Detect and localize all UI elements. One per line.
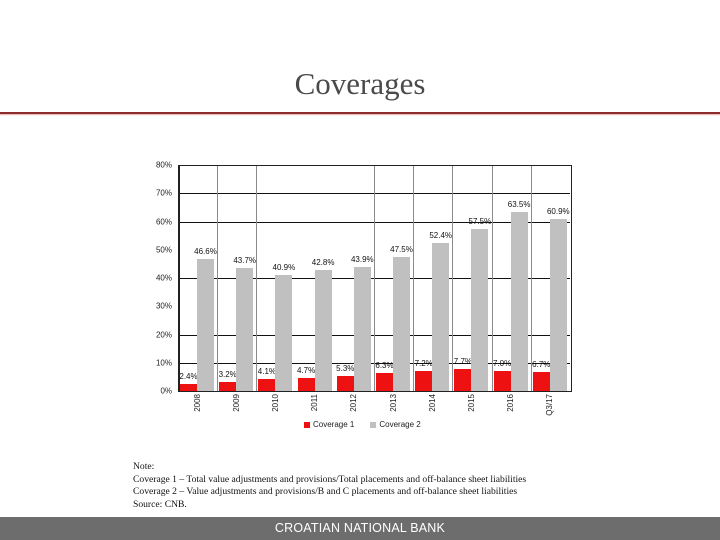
coverage-1-value-label: 7.0%: [492, 359, 512, 369]
vertical-gridline: [256, 165, 257, 391]
notes-block: Note: Coverage 1 – Total value adjustmen…: [133, 461, 526, 511]
legend-item: Coverage 2: [370, 420, 421, 429]
coverage-2-value-label: 52.4%: [429, 230, 453, 240]
vertical-gridline: [217, 165, 218, 391]
coverage-2-bar: [275, 275, 293, 391]
coverage-2-value-label: 40.9%: [272, 263, 296, 273]
coverage-2-value-label: 43.9%: [350, 254, 374, 264]
coverage-2-value-label: 63.5%: [507, 199, 531, 209]
x-tick-label: 2014: [427, 394, 437, 412]
vertical-gridline: [531, 165, 532, 391]
coverage-2-bar: [432, 242, 450, 391]
note-coverage-2: Coverage 2 – Value adjustments and provi…: [133, 486, 518, 497]
y-tick-label: 30%: [155, 301, 172, 311]
coverage-1-value-label: 6.3%: [375, 361, 394, 371]
x-tick-label: 2010: [271, 394, 280, 412]
coverage-2-bar: [510, 211, 528, 391]
source-note: Source: CNB.: [133, 498, 187, 510]
coverage-1-value-label: 7.7%: [453, 357, 472, 367]
title-divider: [0, 112, 720, 114]
coverage-2-bar: [353, 266, 371, 391]
legend-swatch-icon: [370, 421, 377, 428]
legend-label: Coverage 1: [313, 420, 355, 429]
coverage-1-value-label: 4.1%: [257, 367, 276, 377]
notes-heading: Note:: [133, 461, 155, 472]
x-tick-label: Q3/17: [545, 394, 555, 416]
vertical-gridline: [492, 165, 493, 391]
vertical-gridline: [452, 165, 453, 391]
y-tick-label: 10%: [155, 358, 172, 368]
coverage-2-value-label: 47.5%: [390, 244, 413, 254]
coverage-2-value-label: 46.6%: [194, 247, 217, 257]
coverage-1-bar: [336, 376, 354, 391]
legend-swatch-icon: [304, 421, 310, 428]
y-tick-label: 60%: [155, 217, 172, 226]
coverage-2-bar: [393, 256, 410, 391]
slide-title: Coverages: [294, 66, 426, 101]
coverage-1-value-label: 2.4%: [179, 372, 198, 382]
plot-area-border: [178, 165, 572, 392]
y-tick-label: 40%: [155, 273, 172, 283]
coverage-1-value-label: 7.2%: [414, 358, 433, 368]
coverage-2-bar: [197, 259, 214, 391]
coverage-1-value-label: 3.2%: [218, 369, 237, 379]
coverage-1-bar: [493, 371, 511, 391]
coverage-1-value-label: 4.7%: [296, 365, 316, 375]
y-tick-label: 70%: [155, 188, 172, 198]
y-tick-label: 50%: [155, 245, 172, 255]
footer-bar: CROATIAN NATIONAL BANK: [0, 517, 720, 540]
legend-label: Coverage 2: [379, 420, 421, 429]
coverage-1-bar: [180, 384, 197, 391]
note-coverage-1: Coverage 1 – Total value adjustments and…: [133, 473, 527, 485]
x-tick-label: 2015: [467, 394, 476, 412]
coverage-1-bar: [219, 381, 237, 391]
x-tick-label: 2016: [506, 394, 516, 412]
coverage-1-bar: [532, 372, 550, 391]
coverage-1-bar: [258, 379, 276, 391]
coverage-1-bar: [376, 373, 393, 391]
vertical-gridline: [413, 165, 414, 391]
coverage-1-bar: [415, 370, 433, 391]
coverage-2-value-label: 60.9%: [546, 206, 570, 216]
y-tick-label: 80%: [155, 160, 172, 170]
coverage-1-bar: [297, 377, 315, 391]
coverage-2-bar: [549, 218, 567, 391]
coverage-1-value-label: 6.7%: [532, 360, 551, 370]
x-tick-label: 2008: [192, 394, 202, 412]
vertical-gridline: [374, 165, 375, 391]
coverage-1-bar: [454, 369, 472, 391]
coverage-1-value-label: 5.3%: [336, 364, 355, 374]
coverage-2-bar: [314, 270, 332, 391]
chart-legend: Coverage 1 Coverage 2: [304, 420, 421, 429]
coverage-2-bar: [471, 228, 489, 391]
x-tick-label: 2009: [231, 394, 241, 412]
legend-item: Coverage 1: [304, 420, 354, 429]
coverage-2-value-label: 42.8%: [311, 258, 335, 268]
y-tick-label: 0%: [160, 386, 172, 396]
coverage-2-value-label: 43.7%: [233, 255, 257, 265]
coverage-2-value-label: 57.5%: [468, 216, 492, 226]
y-tick-label: 20%: [155, 330, 172, 339]
coverage-2-bar: [236, 267, 254, 391]
